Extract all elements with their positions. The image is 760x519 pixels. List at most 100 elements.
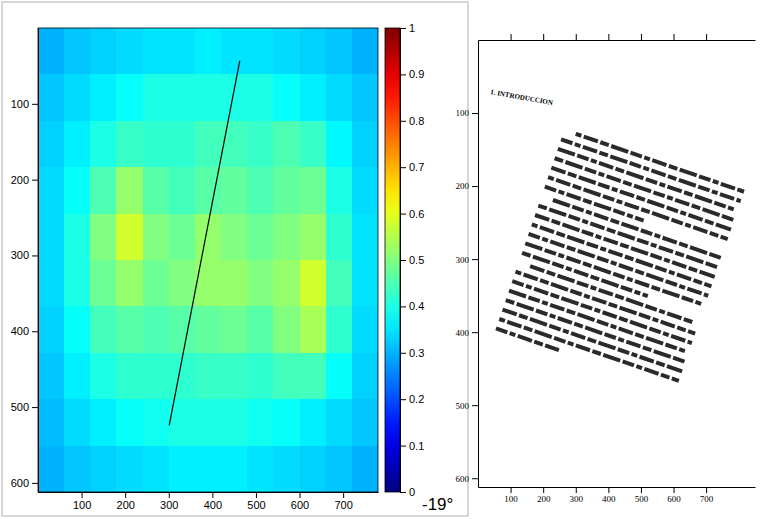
tick-mark bbox=[300, 492, 301, 498]
text-line bbox=[672, 356, 685, 364]
text-line bbox=[590, 285, 597, 291]
tick-label: 0.9 bbox=[409, 68, 424, 80]
heatmap-cell bbox=[90, 353, 116, 399]
text-line bbox=[686, 255, 704, 265]
heatmap-cell bbox=[352, 399, 378, 445]
text-line bbox=[598, 288, 613, 297]
tick: 0.1 bbox=[400, 440, 424, 452]
text-line bbox=[565, 160, 583, 170]
tick: 0.4 bbox=[400, 300, 424, 312]
text-line bbox=[577, 249, 595, 259]
text-line bbox=[693, 278, 703, 285]
tick: 600 bbox=[11, 477, 38, 489]
text-line bbox=[626, 276, 633, 282]
text-line bbox=[626, 340, 641, 349]
text-line bbox=[532, 255, 550, 265]
text-line bbox=[554, 156, 564, 163]
text-line bbox=[662, 236, 677, 245]
tick-mark bbox=[472, 113, 478, 114]
text-line bbox=[593, 212, 608, 221]
text-line bbox=[620, 285, 633, 293]
heatmap-cell bbox=[326, 121, 352, 167]
axis-line bbox=[38, 29, 39, 493]
text-line bbox=[626, 213, 633, 219]
tick bbox=[706, 34, 707, 40]
text-line bbox=[624, 202, 639, 211]
text-line bbox=[608, 249, 623, 258]
heatmap-cell bbox=[326, 28, 352, 74]
text-line bbox=[711, 189, 718, 195]
heatmap-cell bbox=[169, 74, 195, 120]
text-line bbox=[598, 341, 616, 351]
heatmap-cell bbox=[195, 260, 221, 306]
text-line bbox=[610, 154, 628, 164]
tick-label: 0.1 bbox=[409, 440, 424, 452]
text-line bbox=[580, 303, 593, 311]
text-line bbox=[547, 175, 554, 181]
text-line bbox=[645, 336, 663, 346]
text-line bbox=[613, 272, 626, 280]
heatmap-cell bbox=[38, 260, 64, 306]
text-line bbox=[665, 343, 678, 351]
text-line bbox=[665, 279, 678, 287]
text-line bbox=[566, 256, 581, 265]
text-line bbox=[570, 331, 585, 340]
heatmap-cell bbox=[143, 260, 169, 306]
text-line bbox=[577, 312, 595, 322]
heatmap-cell bbox=[64, 214, 90, 260]
text-line bbox=[704, 282, 712, 288]
heatmap-cell bbox=[195, 74, 221, 120]
text-line bbox=[645, 304, 658, 312]
tick: 400 bbox=[204, 492, 222, 511]
text-line bbox=[617, 231, 635, 241]
heatmap-cell bbox=[300, 260, 326, 306]
tick: 500 bbox=[635, 487, 649, 504]
heatmap-cell bbox=[326, 74, 352, 120]
text-line bbox=[590, 158, 597, 164]
tick-mark bbox=[472, 478, 478, 479]
heatmap-cell bbox=[64, 28, 90, 74]
heatmap-cell bbox=[300, 306, 326, 352]
text-line bbox=[596, 319, 609, 327]
heatmap-cell bbox=[90, 28, 116, 74]
text-line bbox=[560, 137, 573, 145]
text-line bbox=[518, 313, 528, 320]
tick: 700 bbox=[700, 487, 714, 504]
text-line bbox=[683, 317, 693, 324]
tick-mark bbox=[576, 34, 577, 40]
text-line bbox=[616, 199, 623, 205]
text-line bbox=[534, 329, 552, 339]
heatmap-cell bbox=[143, 446, 169, 492]
text-line bbox=[558, 253, 565, 259]
text-line bbox=[595, 234, 602, 240]
tick-label: 0.8 bbox=[409, 115, 424, 127]
text-line bbox=[512, 279, 525, 287]
tick-mark bbox=[32, 483, 38, 484]
text-line bbox=[574, 322, 584, 329]
tick-label: 300 bbox=[456, 254, 470, 264]
text-line bbox=[642, 292, 649, 298]
text-line bbox=[602, 310, 617, 319]
heatmap-cell bbox=[90, 121, 116, 167]
heatmap-cell bbox=[247, 214, 273, 260]
heatmap-cell bbox=[300, 353, 326, 399]
text-line bbox=[602, 194, 615, 202]
tick-mark bbox=[674, 34, 675, 40]
colorbar bbox=[385, 28, 400, 492]
text-line bbox=[633, 184, 651, 194]
heatmap-cell bbox=[195, 446, 221, 492]
heatmap-cell bbox=[273, 167, 299, 213]
heatmap-cell bbox=[273, 214, 299, 260]
text-line bbox=[714, 201, 727, 209]
heatmap-cell bbox=[195, 353, 221, 399]
text-line bbox=[555, 178, 570, 187]
heatmap-cell bbox=[221, 446, 247, 492]
text-line bbox=[566, 192, 581, 201]
heatmap-cell bbox=[300, 446, 326, 492]
tick: 600 bbox=[291, 492, 309, 511]
text-line bbox=[719, 192, 734, 201]
tick-mark bbox=[256, 492, 257, 498]
text-line bbox=[689, 245, 707, 255]
text-line bbox=[634, 290, 641, 296]
tick-mark bbox=[543, 487, 544, 493]
